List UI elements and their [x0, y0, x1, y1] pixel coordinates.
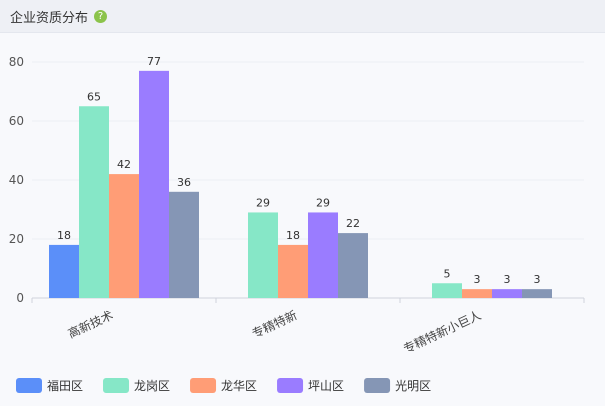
panel-title: 企业资质分布 — [10, 10, 89, 26]
data-label: 18 — [57, 229, 71, 242]
bar-坪山区-专精特新小巨人[interactable] — [492, 289, 522, 298]
data-label: 18 — [286, 229, 300, 242]
legend-label-坪山区[interactable]: 坪山区 — [308, 379, 344, 393]
bar-坪山区-高新技术[interactable] — [139, 70, 169, 298]
panel-header: 企业资质分布 ? — [0, 0, 605, 33]
legend-label-福田区[interactable]: 福田区 — [47, 378, 83, 393]
y-tick-label: 60 — [9, 114, 24, 128]
bar-光明区-高新技术[interactable] — [169, 191, 199, 298]
bar-光明区-专精特新小巨人[interactable] — [522, 289, 552, 298]
data-label: 36 — [177, 176, 191, 189]
x-tick-label: 高新技术 — [65, 307, 115, 341]
bar-坪山区-专精特新[interactable] — [308, 212, 338, 298]
x-tick-label: 专精特新小巨人 — [401, 307, 483, 356]
bar-龙华区-专精特新小巨人[interactable] — [462, 289, 492, 298]
data-label: 3 — [474, 273, 481, 286]
legend-label-龙岗区[interactable]: 龙岗区 — [134, 379, 170, 393]
legend-swatch-龙华区[interactable] — [190, 378, 217, 393]
bar-福田区-高新技术[interactable] — [49, 244, 79, 298]
y-tick-label: 80 — [9, 55, 24, 69]
bar-光明区-专精特新[interactable] — [338, 233, 368, 298]
data-label: 42 — [117, 158, 131, 171]
data-label: 3 — [504, 273, 511, 286]
legend-label-龙华区[interactable]: 龙华区 — [221, 379, 257, 393]
y-tick-label: 20 — [9, 232, 24, 246]
data-label: 29 — [316, 196, 330, 209]
data-label: 5 — [444, 267, 451, 280]
legend-swatch-福田区[interactable] — [16, 378, 42, 393]
legend-swatch-龙岗区[interactable] — [103, 378, 130, 393]
bar-龙岗区-高新技术[interactable] — [79, 106, 109, 298]
data-label: 77 — [147, 55, 161, 68]
bar-龙岗区-专精特新小巨人[interactable] — [432, 283, 462, 298]
bar-龙岗区-专精特新[interactable] — [248, 212, 278, 298]
bar-龙华区-高新技术[interactable] — [109, 174, 139, 298]
bar-龙华区-专精特新[interactable] — [278, 244, 308, 298]
y-tick-label: 0 — [16, 291, 24, 305]
data-label: 29 — [256, 196, 270, 209]
legend-label-光明区[interactable]: 光明区 — [395, 379, 431, 393]
y-tick-label: 40 — [9, 173, 24, 187]
legend-swatch-光明区[interactable] — [364, 378, 391, 393]
question-circle-icon[interactable]: ? — [94, 9, 108, 23]
legend-swatch-坪山区[interactable] — [277, 378, 304, 393]
data-label: 65 — [87, 90, 101, 103]
data-label: 3 — [534, 273, 541, 286]
data-label: 22 — [346, 217, 360, 230]
x-tick-label: 专精特新 — [249, 307, 299, 341]
